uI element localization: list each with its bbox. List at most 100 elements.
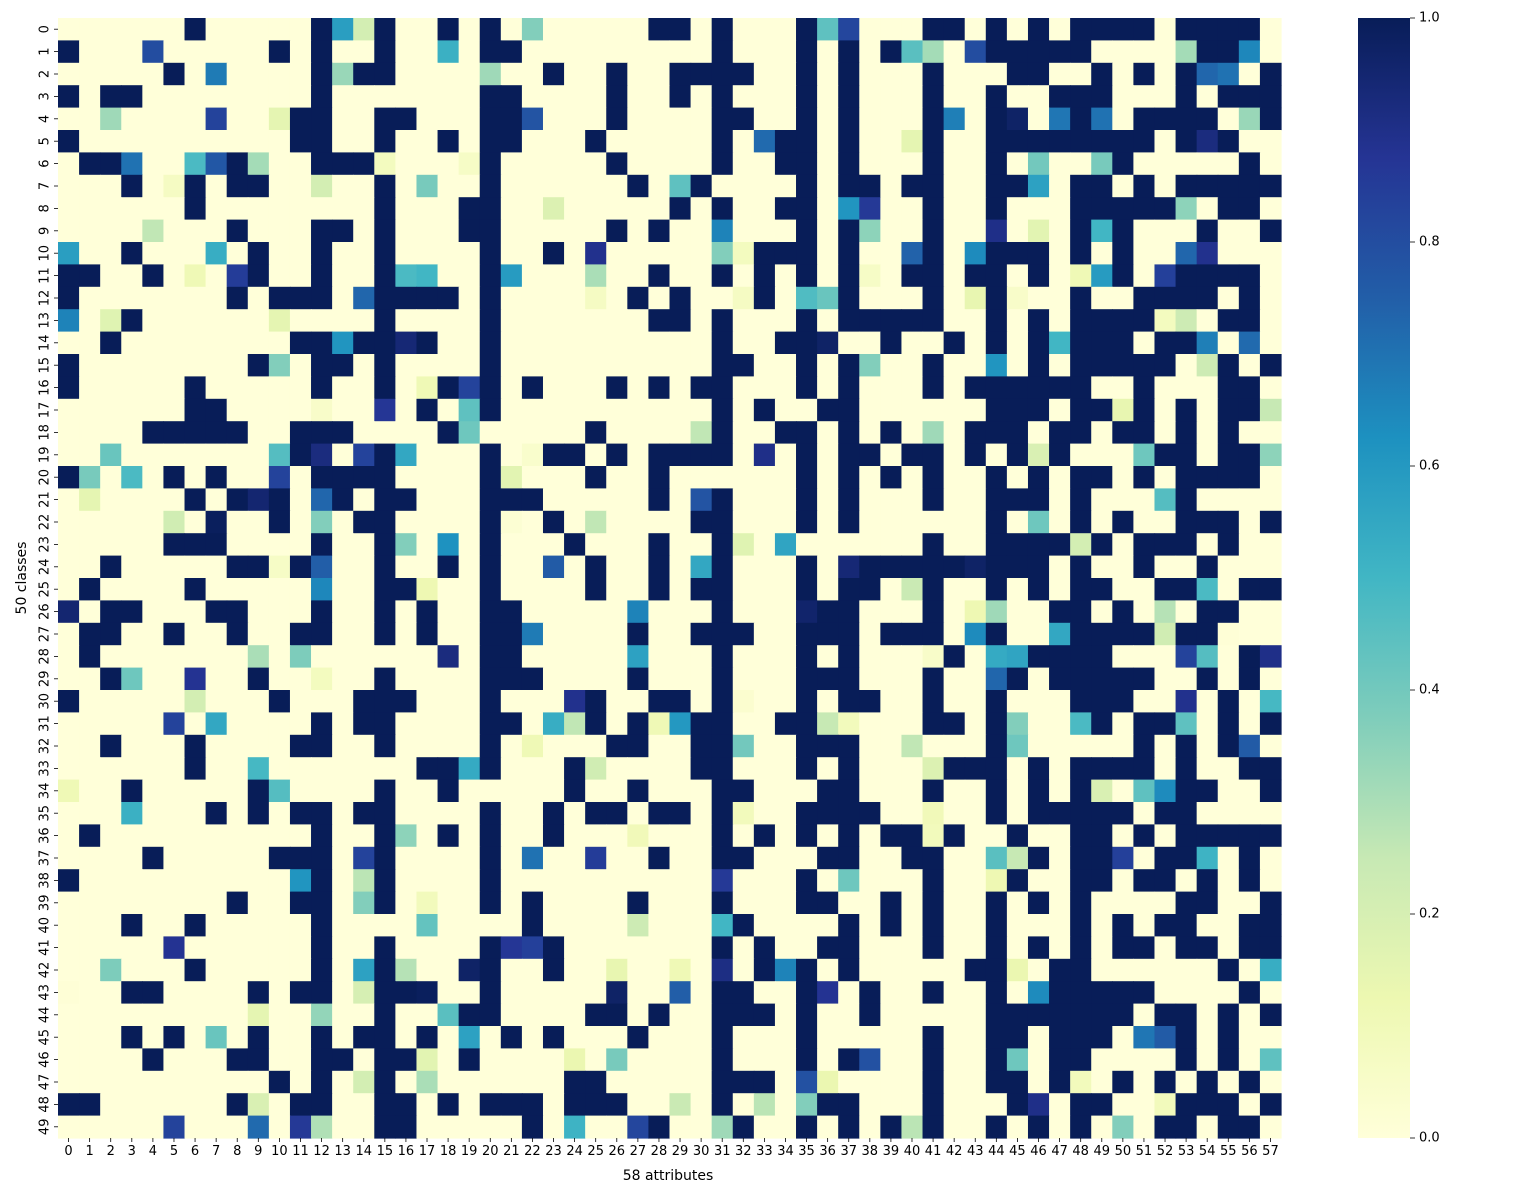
heatmap-cell [774, 914, 797, 937]
heatmap-cell [943, 264, 966, 288]
heatmap-cell [353, 331, 375, 355]
heatmap-cell [943, 578, 966, 601]
heatmap-cell [479, 309, 502, 333]
heatmap-cell [374, 286, 396, 310]
heatmap-cell [268, 18, 291, 41]
heatmap-cell [859, 1070, 881, 1094]
heatmap-cell [395, 958, 418, 982]
heatmap-cell [1027, 242, 1050, 265]
heatmap-cell [648, 421, 671, 445]
heatmap-cell [859, 734, 881, 758]
heatmap-cell [732, 802, 755, 825]
heatmap-cell [1133, 1070, 1156, 1094]
heatmap-cell [184, 690, 207, 713]
heatmap-cell [774, 667, 797, 691]
heatmap-cell [1175, 712, 1198, 736]
heatmap-cell [247, 622, 270, 646]
heatmap-cell [796, 1026, 818, 1049]
heatmap-cell [289, 555, 312, 579]
heatmap-cell [1049, 1070, 1071, 1094]
heatmap-cell [901, 891, 924, 915]
heatmap-cell [859, 331, 881, 355]
heatmap-cell [353, 1115, 375, 1139]
heatmap-cell [922, 1115, 945, 1139]
heatmap-cell [1049, 197, 1071, 221]
heatmap-cell [268, 1093, 291, 1117]
heatmap-cell [500, 958, 523, 982]
heatmap-cell [416, 1003, 439, 1027]
heatmap-cell [142, 197, 165, 221]
heatmap-cell [1238, 174, 1261, 198]
heatmap-cell [859, 779, 881, 803]
heatmap-cell [395, 734, 418, 758]
heatmap-cell [1238, 1070, 1261, 1094]
x-tick-label: 20 [482, 1144, 499, 1159]
heatmap-cell [521, 466, 544, 489]
heatmap-cell [1217, 981, 1240, 1005]
heatmap-cell [838, 421, 860, 445]
heatmap-cell [648, 152, 671, 176]
heatmap-cell [985, 824, 1008, 848]
heatmap-cell [859, 242, 881, 265]
heatmap-cell [1070, 1003, 1092, 1027]
heatmap-cell [374, 712, 396, 736]
heatmap-cell [121, 152, 143, 176]
heatmap-cell [817, 1070, 839, 1094]
heatmap-cell [226, 510, 249, 534]
heatmap-cell [163, 1026, 186, 1049]
heatmap-cell [838, 174, 860, 198]
heatmap-cell [922, 936, 945, 960]
heatmap-cell [163, 40, 186, 64]
heatmap-cell [922, 130, 945, 153]
heatmap-cell [669, 757, 692, 781]
heatmap-cell [1006, 690, 1029, 713]
heatmap-cell [753, 869, 776, 893]
heatmap-cell [58, 62, 80, 86]
heatmap-cell [353, 869, 375, 893]
heatmap-cell [901, 18, 924, 41]
heatmap-cell [880, 981, 903, 1005]
heatmap-cell [943, 1115, 966, 1139]
heatmap-cell [901, 622, 924, 646]
heatmap-cell [564, 197, 586, 221]
heatmap-cell [374, 85, 396, 109]
heatmap-cell [311, 555, 333, 579]
heatmap-cell [79, 1003, 101, 1027]
heatmap-cell [732, 510, 755, 534]
heatmap-cell [437, 488, 460, 512]
heatmap-cell [753, 197, 776, 221]
heatmap-cell [184, 824, 207, 848]
heatmap-cell [311, 107, 333, 131]
heatmap-cell [859, 645, 881, 669]
heatmap-cell [1154, 219, 1177, 243]
heatmap-cell [458, 488, 481, 512]
heatmap-cell [416, 510, 439, 534]
heatmap-cell [247, 18, 270, 41]
heatmap-cell [690, 712, 713, 736]
heatmap-cell [121, 398, 143, 422]
heatmap-cell [796, 219, 818, 243]
heatmap-cell [796, 331, 818, 355]
heatmap-cell [732, 466, 755, 489]
x-tick-label: 52 [1157, 1144, 1174, 1159]
heatmap-cell [289, 107, 312, 131]
heatmap-cell [1006, 309, 1029, 333]
heatmap-cell [964, 824, 987, 848]
heatmap-cell [58, 130, 80, 153]
heatmap-cell [1112, 85, 1134, 109]
heatmap-cell [500, 1115, 523, 1139]
y-tick-label: 21 [38, 491, 53, 508]
heatmap-cell [943, 62, 966, 86]
colorbar-tick-label: 0.6 [1419, 459, 1440, 474]
heatmap-cell [1238, 1026, 1261, 1049]
heatmap-cell [1006, 466, 1029, 489]
heatmap-cell [1154, 578, 1177, 601]
heatmap-cell [901, 376, 924, 400]
heatmap-cell [100, 510, 122, 534]
heatmap-cell [521, 62, 544, 86]
heatmap-cell [311, 197, 333, 221]
heatmap-cell [1217, 533, 1240, 557]
heatmap-cell [79, 645, 101, 669]
heatmap-cell [289, 1048, 312, 1072]
heatmap-cell [542, 1115, 565, 1139]
